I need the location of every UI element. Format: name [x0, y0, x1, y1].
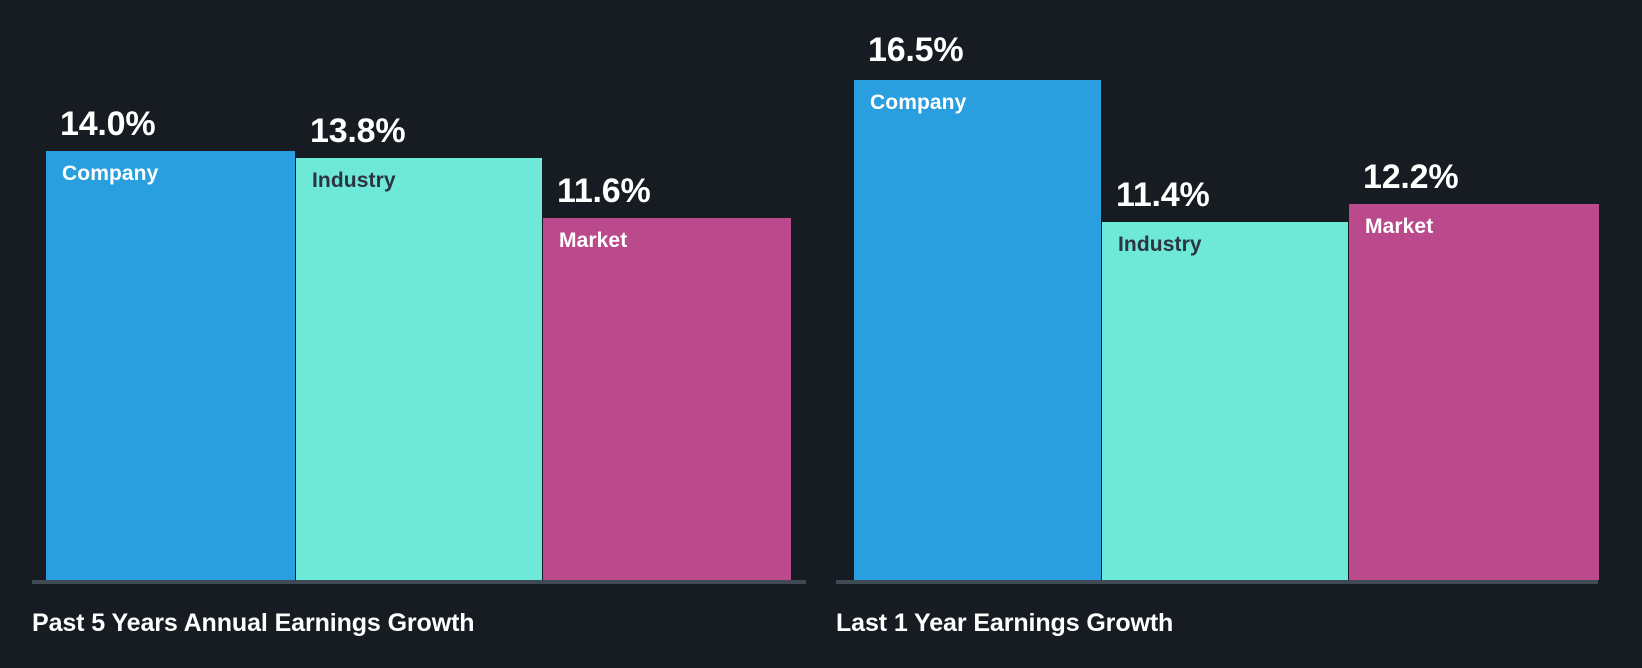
bar-value-industry: 11.4% — [1116, 176, 1210, 214]
bar-market[interactable]: Market — [543, 218, 791, 580]
bar-value-market: 12.2% — [1363, 158, 1459, 196]
bar-value-industry: 13.8% — [310, 112, 406, 150]
bar-value-market: 11.6% — [557, 172, 651, 210]
bar-label-company: Company — [62, 162, 159, 185]
bar-company[interactable]: Company — [46, 151, 295, 580]
plot-area: Company 14.0% Industry 13.8% Market 11.6… — [0, 0, 806, 584]
bar-label-market: Market — [559, 229, 628, 252]
chart-panel-last-1-year: Company 16.5% Industry 11.4% Market 12.2… — [836, 0, 1642, 668]
axis-baseline — [836, 580, 1598, 584]
bar-market[interactable]: Market — [1349, 204, 1599, 580]
chart-panel-past-5-years: Company 14.0% Industry 13.8% Market 11.6… — [0, 0, 806, 668]
axis-baseline — [32, 580, 806, 584]
bar-label-company: Company — [870, 91, 967, 114]
bar-value-company: 16.5% — [868, 31, 964, 69]
bar-company[interactable]: Company — [854, 80, 1101, 580]
bar-industry[interactable]: Industry — [1102, 222, 1348, 580]
bar-industry[interactable]: Industry — [296, 158, 542, 580]
bar-value-company: 14.0% — [60, 105, 156, 143]
bar-label-industry: Industry — [1118, 233, 1202, 256]
chart-title: Past 5 Years Annual Earnings Growth — [32, 609, 475, 637]
bar-label-industry: Industry — [312, 169, 396, 192]
plot-area: Company 16.5% Industry 11.4% Market 12.2… — [836, 0, 1642, 584]
chart-title: Last 1 Year Earnings Growth — [836, 609, 1174, 637]
bar-label-market: Market — [1365, 215, 1434, 238]
